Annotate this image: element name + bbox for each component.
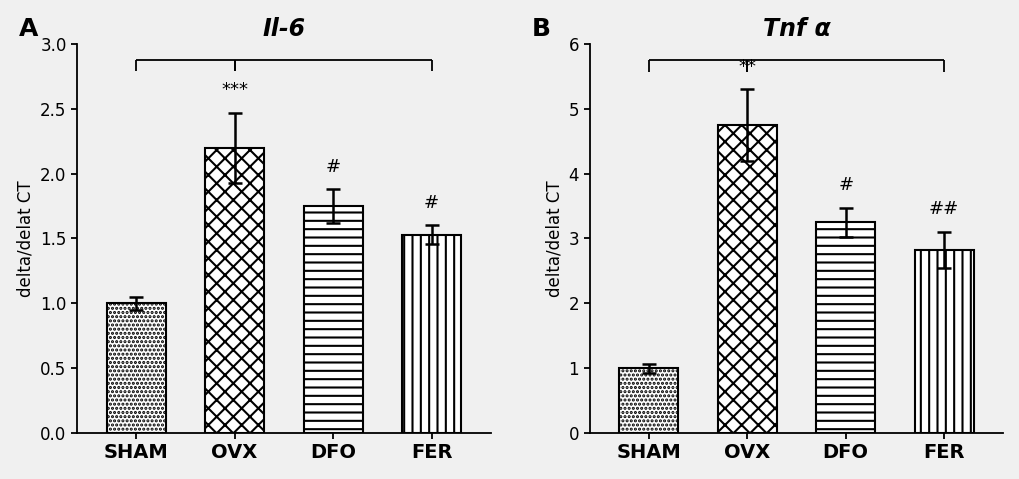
Title: Il-6: Il-6 xyxy=(262,17,305,41)
Text: **: ** xyxy=(738,58,755,76)
Bar xyxy=(815,222,874,433)
Bar xyxy=(717,125,776,433)
Y-axis label: delta/delat CT: delta/delat CT xyxy=(16,180,35,297)
Bar xyxy=(914,250,973,433)
Title: Tnf α: Tnf α xyxy=(762,17,829,41)
Text: #: # xyxy=(325,158,340,176)
Bar xyxy=(304,206,363,433)
Text: ##: ## xyxy=(928,200,959,218)
Text: #: # xyxy=(424,194,439,212)
Text: B: B xyxy=(531,17,550,41)
Bar xyxy=(205,148,264,433)
Bar xyxy=(401,235,461,433)
Bar xyxy=(619,368,678,433)
Bar xyxy=(106,303,165,433)
Y-axis label: delta/delat CT: delta/delat CT xyxy=(544,180,562,297)
Text: A: A xyxy=(19,17,39,41)
Text: ***: *** xyxy=(221,81,248,99)
Text: #: # xyxy=(838,176,853,194)
